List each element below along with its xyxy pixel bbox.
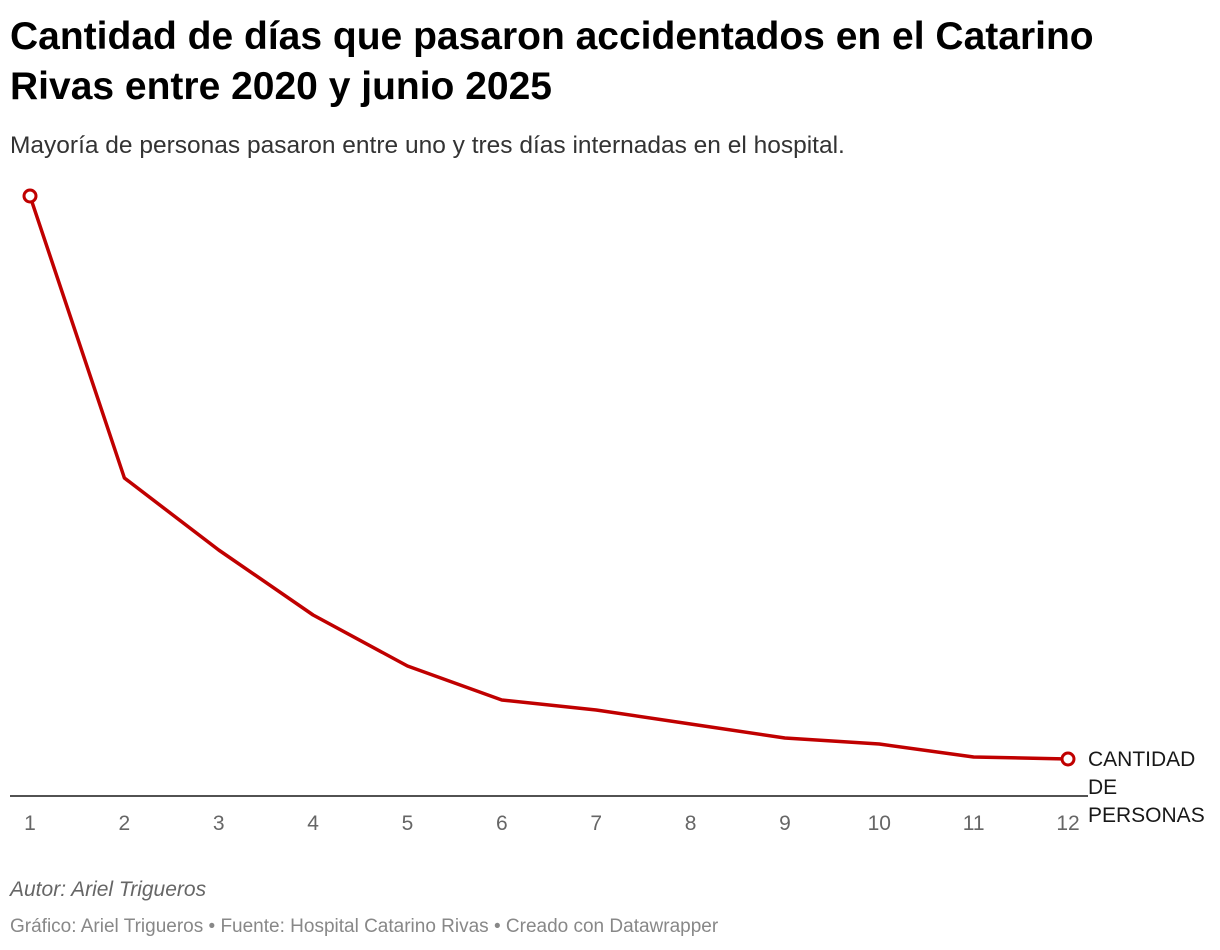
data-point-11 xyxy=(972,755,976,759)
chart-credits: Gráfico: Ariel Trigueros • Fuente: Hospi… xyxy=(10,916,719,937)
data-point-4 xyxy=(311,613,315,617)
x-tick-label-7: 7 xyxy=(590,812,602,835)
series-label-line-3: PERSONAS xyxy=(1088,804,1205,827)
series-line-0 xyxy=(28,194,1070,761)
data-point-8 xyxy=(689,722,693,726)
data-point-6 xyxy=(500,698,504,702)
data-point-10 xyxy=(877,742,881,746)
data-point-2 xyxy=(122,476,126,480)
x-tick-label-11: 11 xyxy=(963,812,985,835)
x-tick-label-8: 8 xyxy=(685,812,697,835)
x-tick-label-3: 3 xyxy=(213,812,225,835)
x-tick-label-2: 2 xyxy=(119,812,131,835)
data-point-7 xyxy=(594,708,598,712)
chart-title: Cantidad de días que pasaron accidentado… xyxy=(10,15,1094,108)
x-tick-label-6: 6 xyxy=(496,812,508,835)
chart-author: Autor: Ariel Trigueros xyxy=(10,878,207,901)
series-label-line-2: DE xyxy=(1088,776,1117,799)
x-tick-label-9: 9 xyxy=(779,812,791,835)
data-point-9 xyxy=(783,736,787,740)
data-point-5 xyxy=(405,664,409,668)
x-tick-label-4: 4 xyxy=(307,812,319,835)
start-point-marker xyxy=(22,188,38,204)
end-point-marker xyxy=(1060,751,1076,767)
x-tick-label-12: 12 xyxy=(1056,812,1079,835)
series-label-line-1: CANTIDAD xyxy=(1088,748,1195,771)
data-point-3 xyxy=(217,548,221,552)
chart-subtitle: Mayoría de personas pasaron entre uno y … xyxy=(10,132,845,159)
x-tick-label-10: 10 xyxy=(868,812,891,835)
x-tick-label-5: 5 xyxy=(402,812,414,835)
x-tick-label-1: 1 xyxy=(24,812,36,835)
